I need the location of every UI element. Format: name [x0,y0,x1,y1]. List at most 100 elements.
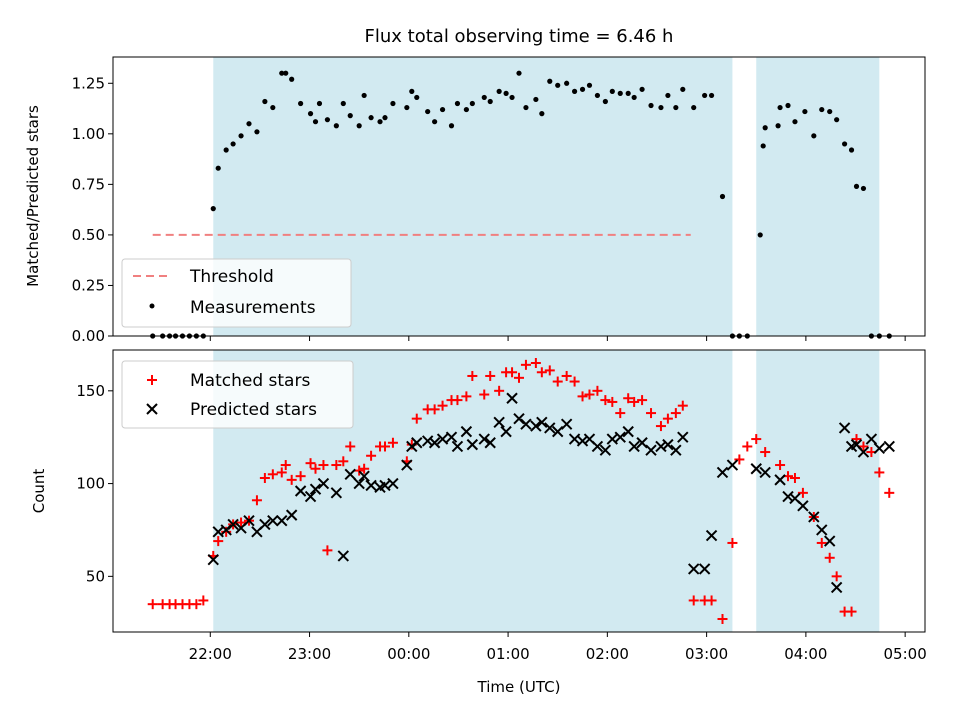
bottom-predicted-stars-point-5 [243,514,255,527]
bottom-matched-stars-point-66 [646,408,657,419]
bottom-matched-stars-point-58 [584,389,595,400]
top-measurements-point-86 [811,133,817,139]
bottom-matched-stars-point-89 [846,606,857,617]
bottom-predicted-stars-point-35-b [484,437,496,449]
top-measurements-point-11 [230,141,236,147]
top-measurements-point-84 [792,119,798,125]
bottom-predicted-stars-point-56-b [645,444,657,456]
bottom-predicted-stars-point-35 [484,437,496,449]
bottom-matched-stars-point-87 [831,571,842,582]
bottom-matched-stars-point-49 [514,372,524,383]
bottom-predicted-stars-point-16-b [337,550,350,562]
bottom-matched-stars-point-9 [213,536,224,547]
bottom-predicted-stars-point-14 [317,477,330,490]
bottom-predicted-stars-point-37 [500,425,512,438]
top-measurements-point-9 [215,165,221,171]
bottom-predicted-stars-point-74-b [823,535,836,547]
bottom-predicted-stars-point-17 [344,468,356,481]
bottom-predicted-stars-point-50 [599,444,612,456]
bottom-predicted-stars-point-38-b [506,392,518,404]
bottom-panel-frame [112,349,926,633]
top-measurements-point-54 [555,82,561,88]
top-measurements-point-93 [860,185,867,192]
top-measurements-point-16 [270,104,276,111]
bottom-predicted-stars-point-57-b [655,440,667,453]
bottom-matched-stars-point-21 [305,458,316,469]
bottom-predicted-stars-point-20 [365,479,377,492]
top-measurements-point-21 [307,111,314,117]
bottom-matched-stars-point-30 [366,450,377,461]
bottom-predicted-stars-point-78-b [850,438,863,451]
top-measurements-point-73 [708,92,715,99]
top-measurements-point-74 [719,193,726,200]
bottom-predicted-stars-point-1-b [212,526,224,538]
top-measurements-point-64 [631,94,637,101]
top-measurements-point-69 [673,104,679,111]
bottom-predicted-stars-point-79-b [857,446,870,458]
top-y-tick-label-2: 0.50 [72,226,105,244]
bottom-predicted-stars-point-58 [662,438,674,451]
bottom-predicted-stars-point-81-b [873,442,886,455]
bottom-predicted-stars-point-64 [716,466,729,479]
bottom-matched-stars-point-61 [607,396,618,407]
bottom-predicted-stars-point-34 [478,433,490,445]
bottom-matched-stars-point-45 [485,370,496,381]
bottom-predicted-stars-point-65-b [726,459,739,471]
bottom-predicted-stars-point-64-b [716,466,729,479]
bottom-predicted-stars-point-13-b [309,483,322,495]
bottom-predicted-stars-point-33-b [466,438,479,451]
bottom-predicted-stars-point-72-b [808,511,820,523]
bottom-matched-stars-point-55 [561,370,572,381]
top-measurements-point-24 [324,117,331,123]
bottom-predicted-stars-point-41 [530,420,542,432]
top-measurements-point-31 [377,119,383,125]
bottom-matched-stars-point-46 [494,385,505,396]
top-measurements-point-30 [368,115,374,121]
bottom-matched-stars-point-80 [775,460,786,471]
top-measurements-point-40 [448,123,455,129]
bottom-predicted-stars-point-73-b [816,524,828,536]
bottom-predicted-stars-point-60-b [677,431,689,443]
bottom-matched-stars-point-0 [147,599,158,610]
bottom-predicted-stars-point-76 [838,422,851,434]
bottom-predicted-stars-point-47-b [576,435,589,447]
bottom-predicted-stars-point-16 [337,550,350,562]
bottom-matched-stars-point-44 [479,389,490,400]
bottom-predicted-stars-point-75-b [830,581,843,594]
bottom-matched-stars-point-19 [286,474,297,485]
bottom-predicted-stars-point-63 [705,529,718,542]
bottom-predicted-stars-point-36-b [493,416,505,429]
bottom-predicted-stars-point-15-b [330,487,343,499]
bottom-predicted-stars-point-74 [823,535,836,547]
top-measurements-point-85 [802,108,808,115]
bottom-matched-stars-point-10 [221,526,232,537]
x-tick-label-0: 22:00 [189,645,232,663]
bottom-predicted-stars-point-49 [591,440,604,453]
bottom-predicted-stars-point-51-b [606,433,619,445]
top-y-tick-label-0: 0.00 [72,327,105,345]
x-tick-label-6: 04:00 [784,645,827,663]
bottom-predicted-stars-point-24-b [401,459,413,471]
top-measurements-point-36 [414,94,420,101]
bottom-matched-stars-point-65 [637,395,648,406]
top-measurements-point-47 [503,90,509,96]
bottom-matched-stars-point-79 [760,447,771,458]
x-tick-label-7: 05:00 [884,645,927,663]
bottom-predicted-stars-point-41-b [530,420,542,432]
bottom-predicted-stars-point-59 [670,444,682,456]
bottom-legend-matched-label: Matched stars [190,371,310,391]
bottom-predicted-stars-point-63-b [705,529,718,542]
bottom-predicted-stars-point-22-b [379,479,391,492]
bottom-predicted-stars-point-82-b [883,440,895,453]
bottom-predicted-stars-point-75 [830,581,843,594]
bottom-matched-stars-point-20 [295,471,306,482]
bottom-matched-stars-point-82 [789,473,800,484]
top-y-tick-label-3: 0.75 [72,175,105,193]
top-measurements-point-88 [827,108,833,115]
bottom-predicted-stars-point-67 [759,466,771,479]
bottom-predicted-stars-point-32 [460,425,473,438]
bottom-matched-stars-point-51 [530,357,541,368]
top-measurements-point-50 [523,104,529,111]
bottom-y-axis-label: Count [30,469,48,514]
top-measurements-point-68 [665,92,671,99]
